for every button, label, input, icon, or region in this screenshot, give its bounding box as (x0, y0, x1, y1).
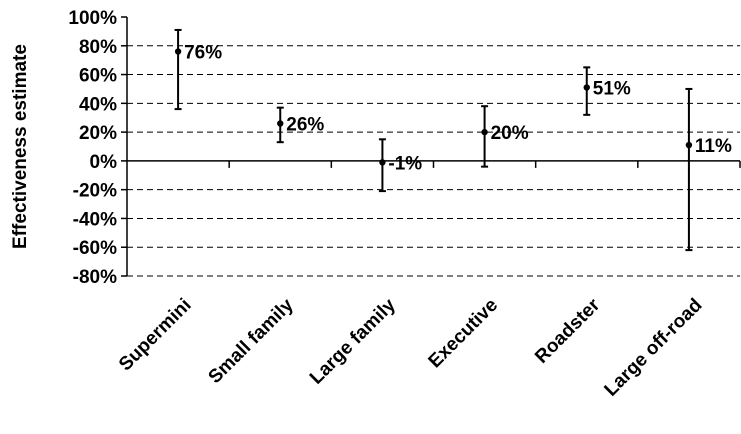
data-label: 51% (593, 79, 631, 100)
y-axis-label: Effectiveness estimate (10, 44, 31, 249)
category-label: Small family (205, 294, 299, 388)
y-tick-label: -20% (73, 181, 117, 202)
category-label: Roadster (531, 294, 605, 368)
category-label: Large off-road (601, 295, 707, 401)
data-label: -1% (388, 153, 422, 174)
category-label: Executive (425, 295, 503, 373)
data-label: 11% (695, 136, 732, 157)
category-labels: Supermini Small family Large family Executi… (115, 294, 706, 400)
y-tick-label: -60% (73, 238, 117, 259)
y-tick-label: 100% (68, 8, 117, 29)
data-label: 76% (184, 43, 222, 64)
y-tick-label: 60% (79, 66, 117, 87)
y-tick-label: 80% (79, 37, 117, 58)
category-label: Supermini (115, 295, 196, 376)
category-label: Large family (306, 294, 400, 388)
y-tick-label: -80% (73, 267, 117, 288)
gridlines (127, 45, 740, 277)
data-point (583, 84, 590, 91)
data-point (685, 141, 693, 149)
data-point (277, 120, 284, 127)
data-point (481, 128, 488, 136)
x-ticks (228, 160, 741, 168)
y-tick-label: -40% (73, 209, 117, 230)
data-point (174, 48, 182, 55)
data-label: 20% (491, 123, 529, 144)
data-marks: 76% 26% -1% 20% 51% 11% (174, 28, 732, 252)
data-label: 26% (286, 114, 324, 135)
y-tick-label: 0% (90, 152, 118, 173)
data-point (379, 159, 386, 166)
y-tick-label: 40% (79, 94, 117, 115)
y-ticks: -80% -60% -40% -20% 0% 20% 40% 60% 80% 100% (68, 8, 127, 288)
y-tick-label: 20% (79, 123, 117, 144)
